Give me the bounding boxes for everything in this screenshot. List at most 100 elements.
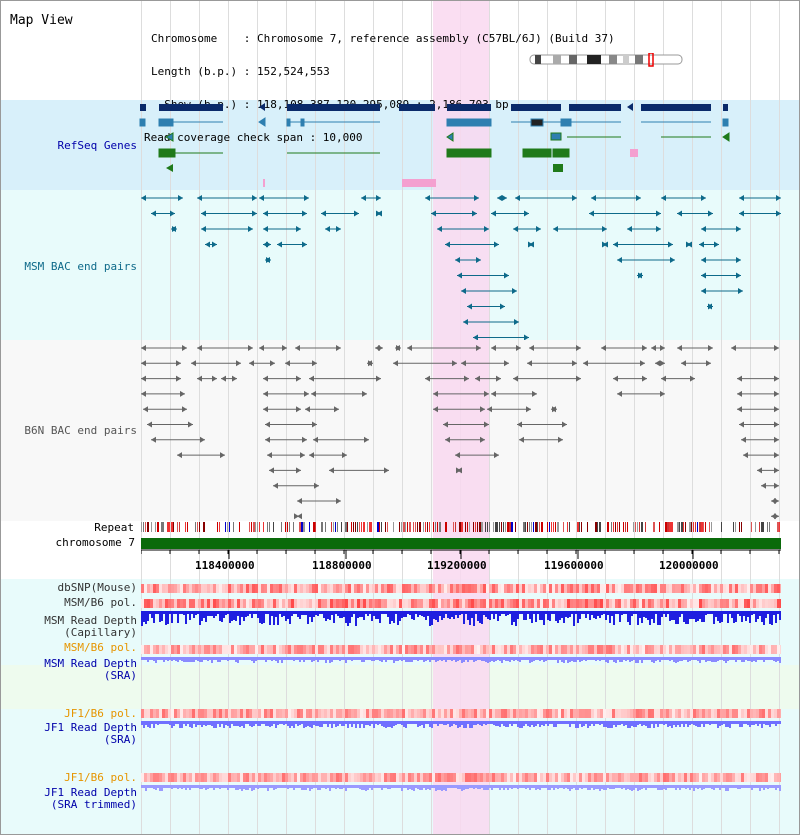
label-jf1-depth-sra: JF1 Read Depth (SRA) [44,721,137,746]
bac-end-marker [311,390,316,397]
bac-end-marker [296,406,301,413]
bac-end-marker [738,288,743,294]
bac-end-marker [513,226,518,232]
bac-end-marker [668,241,673,248]
bac-end-marker [461,360,466,367]
axis-tick-label: 120000000 [659,559,719,572]
bac-end-marker [774,421,779,428]
label-b6n-bac: B6N BAC end pairs [24,424,137,437]
bac-end-marker [182,406,187,413]
bac-end-marker [774,406,779,413]
bac-end-marker [425,375,430,382]
bac-end-marker [736,257,741,263]
bac-end-marker [774,452,779,459]
highlight-region[interactable] [433,1,489,834]
bac-end-marker [514,319,519,325]
bac-end-marker [655,360,660,367]
bac-end-marker [354,210,359,217]
bac-end-marker [576,375,581,382]
chromosome-line: Chromosome : Chromosome 7, reference ass… [151,32,615,45]
bac-end-marker [431,210,436,217]
bac-end-marker [731,345,736,351]
bac-end-marker [774,436,779,443]
bac-end-marker [309,375,314,382]
page-title: Map View [10,13,73,28]
bac-end-marker [456,467,461,474]
bac-end-marker [265,421,270,428]
bac-end-marker [176,375,181,382]
bac-end-marker [263,406,268,413]
bac-end-marker [480,436,485,443]
msm-bac-track[interactable] [1,190,800,340]
label-jf1-b6-pol-2: JF1/B6 pol. [64,771,137,784]
axis-tick-label: 119600000 [544,559,604,572]
bac-end-marker [661,195,666,201]
bac-end-marker [497,195,502,201]
bac-end-marker [736,272,741,279]
grid-line [141,1,142,834]
bac-end-marker [305,406,310,413]
bac-end-marker [491,345,496,351]
bac-end-marker [249,360,254,367]
bac-end-marker [407,345,412,351]
bac-end-marker [336,345,341,351]
bac-end-marker [277,241,282,248]
bac-end-marker [141,360,146,367]
bac-end-marker [512,288,517,294]
bac-end-marker [300,452,305,459]
bac-end-marker [472,210,477,217]
bac-end-marker [273,482,278,489]
grid-line [257,1,258,834]
bac-end-marker [445,436,450,443]
bac-end-marker [433,406,438,413]
bac-end-marker [172,226,177,232]
bac-end-marker [613,375,618,382]
axis-tick-label: 119200000 [427,559,487,572]
bac-end-marker [263,226,268,232]
bac-end-marker [572,195,577,201]
bac-end-marker [757,467,762,474]
bac-end-marker [737,406,742,413]
bac-end-marker [188,421,193,428]
bac-end-marker [336,498,341,504]
bac-end-marker [642,375,647,382]
chromosome-ideogram[interactable] [529,53,689,67]
bac-end-marker [708,345,713,351]
bac-end-marker [295,345,300,351]
bac-end-marker [491,210,496,217]
bac-end-marker [627,226,632,232]
bac-end-marker [464,375,469,382]
grid-line [547,1,548,834]
bac-end-marker [532,390,537,397]
bac-end-marker [656,226,661,232]
gene-row-2 [139,117,729,127]
bac-end-marker [601,345,606,351]
bac-end-marker [197,195,202,201]
bac-end-marker [452,360,457,367]
bac-end-marker [297,513,302,520]
b6n-bac-track[interactable] [1,340,800,521]
bac-end-marker [362,390,367,397]
bac-end-marker [463,319,468,325]
bac-end-marker [304,195,309,201]
bac-end-marker [562,421,567,428]
grid-line [315,1,316,834]
bac-end-marker [484,226,489,232]
grid-line [518,1,519,834]
repeat-track[interactable] [141,522,781,532]
polymorphism-depth-tracks[interactable] [141,579,781,835]
bac-end-marker [617,390,622,397]
bac-end-marker [660,360,665,367]
bac-end-marker [151,436,156,443]
grid-line [489,1,490,834]
chromosome-bar[interactable] [141,538,781,549]
refseq-gene-track[interactable] [1,100,800,190]
bac-end-marker [212,241,217,248]
bac-end-marker [297,498,302,504]
bac-end-marker [774,467,779,474]
bac-end-marker [178,195,183,201]
bac-end-marker [736,226,741,232]
grid-line [373,1,374,834]
bac-end-marker [285,360,290,367]
